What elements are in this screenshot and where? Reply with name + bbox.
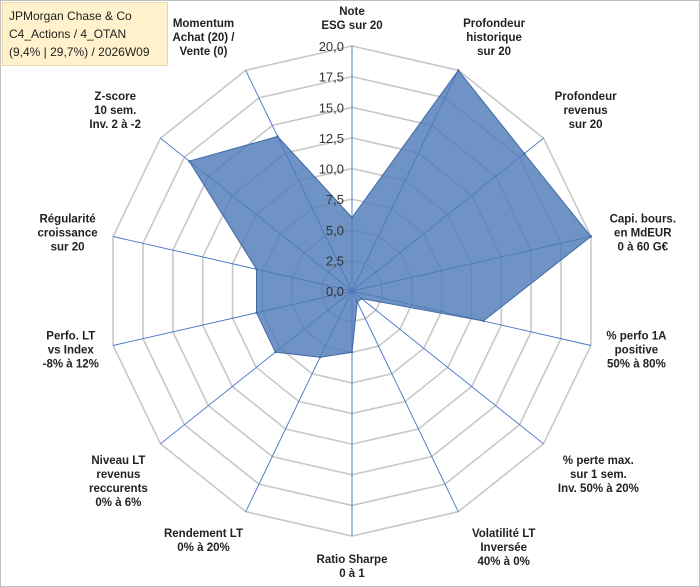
category-label-line: reccurents <box>89 483 148 495</box>
data-point <box>350 351 354 354</box>
category-label-line: vs Index <box>48 345 95 357</box>
category-label: Perfo. LT vs Index -8% à 12% <box>43 331 99 371</box>
data-point <box>188 160 191 163</box>
axis-spoke <box>351 290 544 445</box>
category-label-line: Régularité <box>39 214 95 226</box>
tick-label: 10,0 <box>319 162 344 177</box>
category-label-line: Profondeur <box>555 91 617 103</box>
info-portfolio: C4_Actions / 4_OTAN <box>9 27 127 41</box>
category-label-line: Niveau LT <box>91 455 145 467</box>
data-point <box>360 297 363 300</box>
data-point <box>255 311 258 314</box>
data-point <box>318 356 322 359</box>
category-label-line: % perte max. <box>563 455 634 467</box>
category-label: Profondeur revenus sur 20 <box>555 91 617 131</box>
tick-label: 5,0 <box>326 223 344 238</box>
data-point <box>274 350 277 354</box>
category-label-line: 0 à 60 G€ <box>618 242 669 254</box>
category-label-line: sur 1 sem. <box>570 469 627 481</box>
category-label-line: Z-score <box>94 91 136 103</box>
tick-label: 12,5 <box>319 131 344 146</box>
category-label-line: sur 20 <box>569 119 603 131</box>
data-point <box>457 69 460 72</box>
category-label-line: 0 à 1 <box>339 568 365 580</box>
category-label-line: en MdEUR <box>614 228 672 240</box>
category-label-line: 0% à 6% <box>95 497 141 509</box>
category-label-line: -8% à 12% <box>43 359 99 371</box>
category-label-line: Volatilité LT <box>472 528 535 540</box>
data-point <box>589 235 593 238</box>
data-point <box>482 319 485 323</box>
category-label-line: Inv. 2 à -2 <box>89 119 141 131</box>
category-label-line: sur 20 <box>51 242 85 254</box>
tick-label: 17,5 <box>319 70 344 85</box>
category-label: Momentum Achat (20) / Vente (0) <box>173 18 236 58</box>
data-point <box>356 300 359 304</box>
category-label-line: positive <box>615 345 658 357</box>
category-label-line: Note <box>339 6 365 18</box>
category-label: Régularité croissance sur 20 <box>38 214 98 254</box>
category-label-line: 40% à 0% <box>477 556 529 568</box>
data-point <box>523 152 526 155</box>
tick-label: 20,0 <box>319 39 344 54</box>
category-label-line: Profondeur <box>463 18 525 30</box>
info-company: JPMorgan Chase & Co <box>9 9 132 23</box>
category-label: % perte max. sur 1 sem. Inv. 50% à 20% <box>558 455 639 495</box>
category-label-line: 50% à 80% <box>607 359 666 371</box>
data-point <box>350 216 354 219</box>
category-label: Note ESG sur 20 <box>321 6 382 32</box>
category-label-line: Inversée <box>480 542 527 554</box>
data-point <box>276 135 279 138</box>
category-label-line: % perfo 1A <box>606 331 666 343</box>
tick-label: 0,0 <box>326 284 344 299</box>
category-label-line: 0% à 20% <box>177 542 229 554</box>
category-label-line: revenus <box>96 469 140 481</box>
tick-label: 7,5 <box>326 192 344 207</box>
category-label-line: 10 sem. <box>94 105 136 117</box>
category-label: Z-score 10 sem. Inv. 2 à -2 <box>89 91 141 131</box>
info-stats: (9,4% | 29,7%) / 2026W09 <box>9 45 150 59</box>
category-label-line: Inv. 50% à 20% <box>558 483 639 495</box>
category-label-line: Perfo. LT <box>46 331 95 343</box>
tick-label: 2,5 <box>326 253 344 268</box>
data-point <box>255 268 258 271</box>
category-label-line: revenus <box>564 105 608 117</box>
category-label: Volatilité LT Inversée 40% à 0% <box>472 528 535 568</box>
axis-spoke <box>351 290 459 512</box>
category-label-line: Achat (20) / <box>173 32 236 44</box>
category-label: % perfo 1A positive 50% à 80% <box>606 331 666 371</box>
category-label-line: Rendement LT <box>164 528 243 540</box>
category-label-line: historique <box>466 32 522 44</box>
category-label-line: sur 20 <box>477 46 511 58</box>
tick-label: 15,0 <box>319 100 344 115</box>
category-label-line: Vente (0) <box>180 46 228 58</box>
category-label-line: Momentum <box>173 18 234 30</box>
category-label: Ratio Sharpe 0 à 1 <box>317 554 388 580</box>
info-box: JPMorgan Chase & Co C4_Actions / 4_OTAN … <box>2 2 168 66</box>
category-label: Rendement LT 0% à 20% <box>164 528 243 554</box>
category-label: Profondeur historique sur 20 <box>463 18 525 58</box>
category-label-line: Ratio Sharpe <box>317 554 388 566</box>
category-label: Niveau LT revenus reccurents 0% à 6% <box>89 455 148 509</box>
category-label-line: Capi. bours. <box>610 214 676 226</box>
category-label-line: ESG sur 20 <box>321 20 382 32</box>
category-label-line: croissance <box>38 228 98 240</box>
category-label: Capi. bours. en MdEUR 0 à 60 G€ <box>610 214 676 254</box>
